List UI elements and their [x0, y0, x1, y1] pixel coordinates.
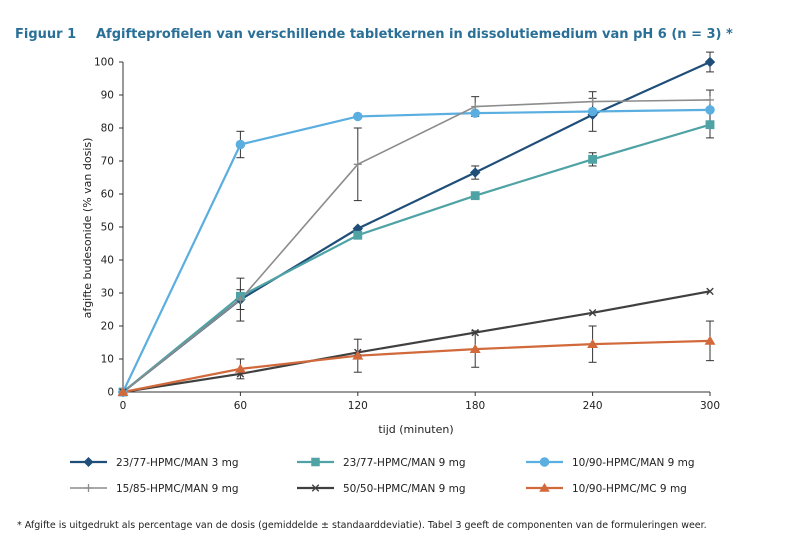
y-tick-label: 0: [107, 387, 114, 399]
legend-label: 10/90-HPMC/MC 9 mg: [572, 483, 687, 495]
legend-label: 23/77-HPMC/MAN 3 mg: [116, 457, 239, 469]
data-point-50-50-hpmc-man-9-mg: [706, 287, 714, 296]
y-tick-label: 10: [101, 354, 114, 366]
legend-item-50-50-hpmc-man-9-mg: 50/50-HPMC/MAN 9 mg: [297, 483, 466, 495]
x-tick-label: 0: [120, 400, 127, 412]
data-point-10-90-hpmc-man-9-mg: [470, 108, 480, 118]
y-tick-label: 90: [101, 90, 114, 102]
data-point-10-90-hpmc-mc-9-mg: [352, 350, 364, 360]
legend-item-23-77-hpmc-man-9-mg: 23/77-HPMC/MAN 9 mg: [297, 457, 466, 469]
y-tick-label: 20: [101, 321, 114, 333]
series-line-15-85-hpmc-man-9-mg: [122, 99, 711, 393]
data-point-10-90-hpmc-man-9-mg: [235, 139, 246, 150]
y-tick-label: 30: [101, 288, 114, 300]
series-line-10-90-hpmc-mc-9-mg: [122, 339, 711, 394]
legend-marker: [539, 483, 550, 492]
data-point-15-85-hpmc-man-9-mg: [588, 97, 597, 106]
series-line-10-90-hpmc-man-9-mg: [122, 108, 711, 393]
legend-label: 10/90-HPMC/MAN 9 mg: [572, 457, 695, 469]
x-tick-label: 240: [583, 400, 603, 412]
series-lines: [122, 60, 711, 394]
data-point-10-90-hpmc-mc-9-mg: [469, 343, 481, 353]
data-point-10-90-hpmc-mc-9-mg: [587, 338, 599, 349]
data-point-10-90-hpmc-mc-9-mg: [704, 335, 716, 345]
data-point-10-90-hpmc-man-9-mg: [705, 105, 715, 115]
legend-marker: [83, 457, 94, 467]
legend-label: 50/50-HPMC/MAN 9 mg: [343, 483, 466, 495]
data-point-10-90-hpmc-mc-9-mg: [117, 386, 129, 396]
data-point-23-77-hpmc-man-9-mg: [705, 120, 715, 130]
figure-title: Afgifteprofielen van verschillende table…: [96, 27, 733, 42]
y-tick-label: 70: [101, 156, 114, 168]
data-point-50-50-hpmc-man-9-mg: [471, 328, 479, 337]
legend-label: 15/85-HPMC/MAN 9 mg: [116, 483, 239, 495]
data-point-15-85-hpmc-man-9-mg: [353, 160, 362, 169]
y-axis-label: afgifte budesonide (% van dosis): [81, 138, 94, 319]
legend-item-10-90-hpmc-mc-9-mg: 10/90-HPMC/MC 9 mg: [526, 483, 687, 495]
data-point-15-85-hpmc-man-9-mg: [706, 95, 714, 104]
legend-item-10-90-hpmc-man-9-mg: 10/90-HPMC/MAN 9 mg: [526, 457, 695, 469]
legend-marker: [539, 457, 550, 467]
data-point-23-77-hpmc-man-3-mg: [470, 167, 481, 178]
data-point-50-50-hpmc-man-9-mg: [588, 309, 597, 317]
legend-marker: [84, 484, 93, 492]
data-point-10-90-hpmc-mc-9-mg: [234, 363, 246, 373]
chart-axes: 0 10 20 30 40 50 60 70 80 90 100 0 60 120 180 240 300: [94, 57, 720, 413]
data-point-23-77-hpmc-man-9-mg: [470, 191, 480, 201]
legend: 23/77-HPMC/MAN 3 mg 23/77-HPMC/MAN 9 mg 10…: [70, 457, 695, 495]
series-line-23-77-hpmc-man-9-mg: [122, 123, 711, 393]
dissolution-chart: 0 10 20 30 40 50 60 70 80 90 100 0 60 120 180 240 300 af…: [70, 51, 720, 495]
data-point-15-85-hpmc-man-9-mg: [471, 102, 480, 111]
data-point-23-77-hpmc-man-9-mg: [588, 154, 598, 164]
y-tick-label: 60: [101, 189, 114, 201]
legend-item-23-77-hpmc-man-3-mg: 23/77-HPMC/MAN 3 mg: [70, 457, 239, 469]
x-axis-label: tijd (minuten): [378, 423, 453, 436]
legend-marker: [311, 484, 320, 492]
series-markers: [117, 56, 716, 398]
series-line-50-50-hpmc-man-9-mg: [122, 290, 711, 394]
figure-number: Figuur 1: [15, 27, 77, 42]
x-tick-label: 60: [234, 400, 247, 412]
footnote: * Afgifte is uitgedrukt als percentage v…: [17, 520, 707, 531]
data-point-15-85-hpmc-man-9-mg: [236, 295, 245, 304]
y-tick-label: 40: [101, 255, 114, 267]
figure-heading: Figuur 1 Afgifteprofielen van verschillen…: [15, 27, 733, 42]
data-point-23-77-hpmc-man-3-mg: [704, 56, 716, 68]
data-point-10-90-hpmc-man-9-mg: [353, 111, 363, 122]
x-tick-label: 120: [348, 400, 368, 412]
legend-label: 23/77-HPMC/MAN 9 mg: [343, 457, 466, 469]
x-tick-label: 180: [465, 400, 485, 412]
y-tick-label: 100: [94, 57, 114, 69]
x-tick-label: 300: [700, 400, 720, 412]
legend-marker: [311, 457, 320, 467]
y-tick-label: 50: [101, 222, 114, 234]
data-point-23-77-hpmc-man-9-mg: [353, 230, 363, 240]
data-point-10-90-hpmc-man-9-mg: [587, 106, 598, 117]
y-tick-label: 80: [101, 123, 114, 135]
legend-item-15-85-hpmc-man-9-mg: 15/85-HPMC/MAN 9 mg: [70, 483, 239, 495]
